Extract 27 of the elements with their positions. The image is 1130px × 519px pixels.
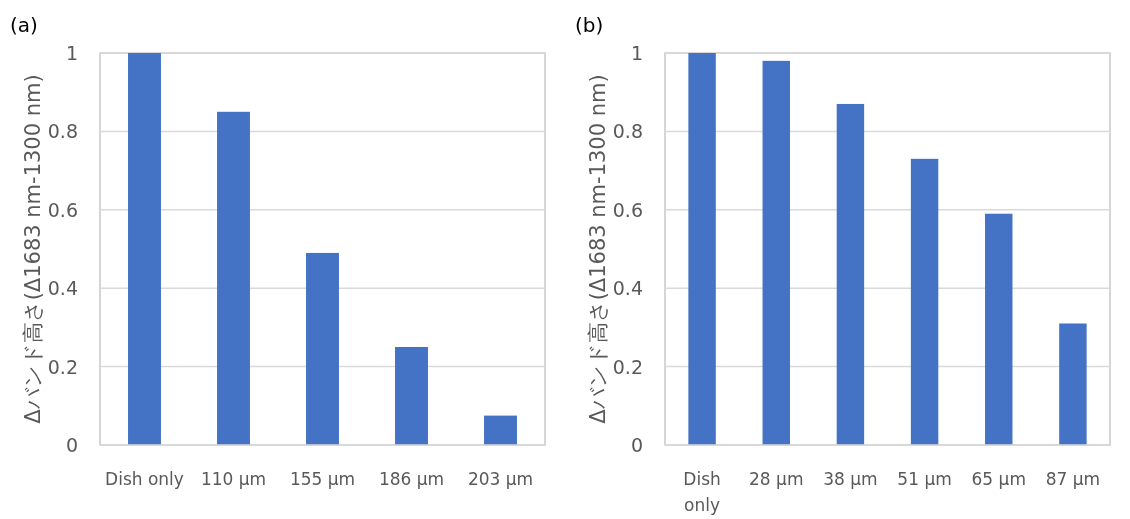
- chart-title: (b): [575, 13, 604, 37]
- x-tick-label: 203 µm: [467, 469, 534, 489]
- x-tick-label: 65 µm: [971, 469, 1026, 489]
- y-axis-title: Δバンド高さ(Δ1683 nm-1300 nm): [21, 74, 45, 424]
- y-tick-label: 0.2: [47, 355, 78, 378]
- x-tick-label: 28 µm: [749, 469, 804, 489]
- y-tick-label: 0.8: [47, 120, 78, 143]
- x-tick-label: 186 µm: [378, 469, 445, 489]
- y-tick-label: 0.8: [612, 120, 643, 143]
- y-tick-label: 0.6: [47, 198, 78, 221]
- y-tick-label: 0: [630, 434, 643, 456]
- x-tick-label: 110 µm: [200, 469, 267, 489]
- x-tick-label: 87 µm: [1045, 469, 1101, 489]
- y-tick-label: 0: [65, 434, 78, 456]
- x-tick-label: Dish only: [105, 469, 184, 489]
- y-tick-label: 1: [630, 42, 643, 64]
- x-tick-label: Dish only: [683, 469, 721, 515]
- y-tick-label: 0.4: [612, 277, 643, 300]
- x-tick-label: 155 µm: [289, 469, 356, 489]
- y-axis-title: Δバンド高さ(Δ1683 nm-1300 nm): [586, 74, 610, 424]
- x-tick-label: 38 µm: [823, 469, 878, 489]
- y-tick-label: 0.2: [612, 355, 643, 378]
- x-tick-label: 51 µm: [897, 469, 952, 489]
- chart-title: (a): [10, 13, 38, 37]
- y-tick-label: 0.6: [612, 198, 643, 221]
- y-tick-label: 1: [65, 42, 78, 64]
- y-tick-label: 0.4: [47, 277, 78, 300]
